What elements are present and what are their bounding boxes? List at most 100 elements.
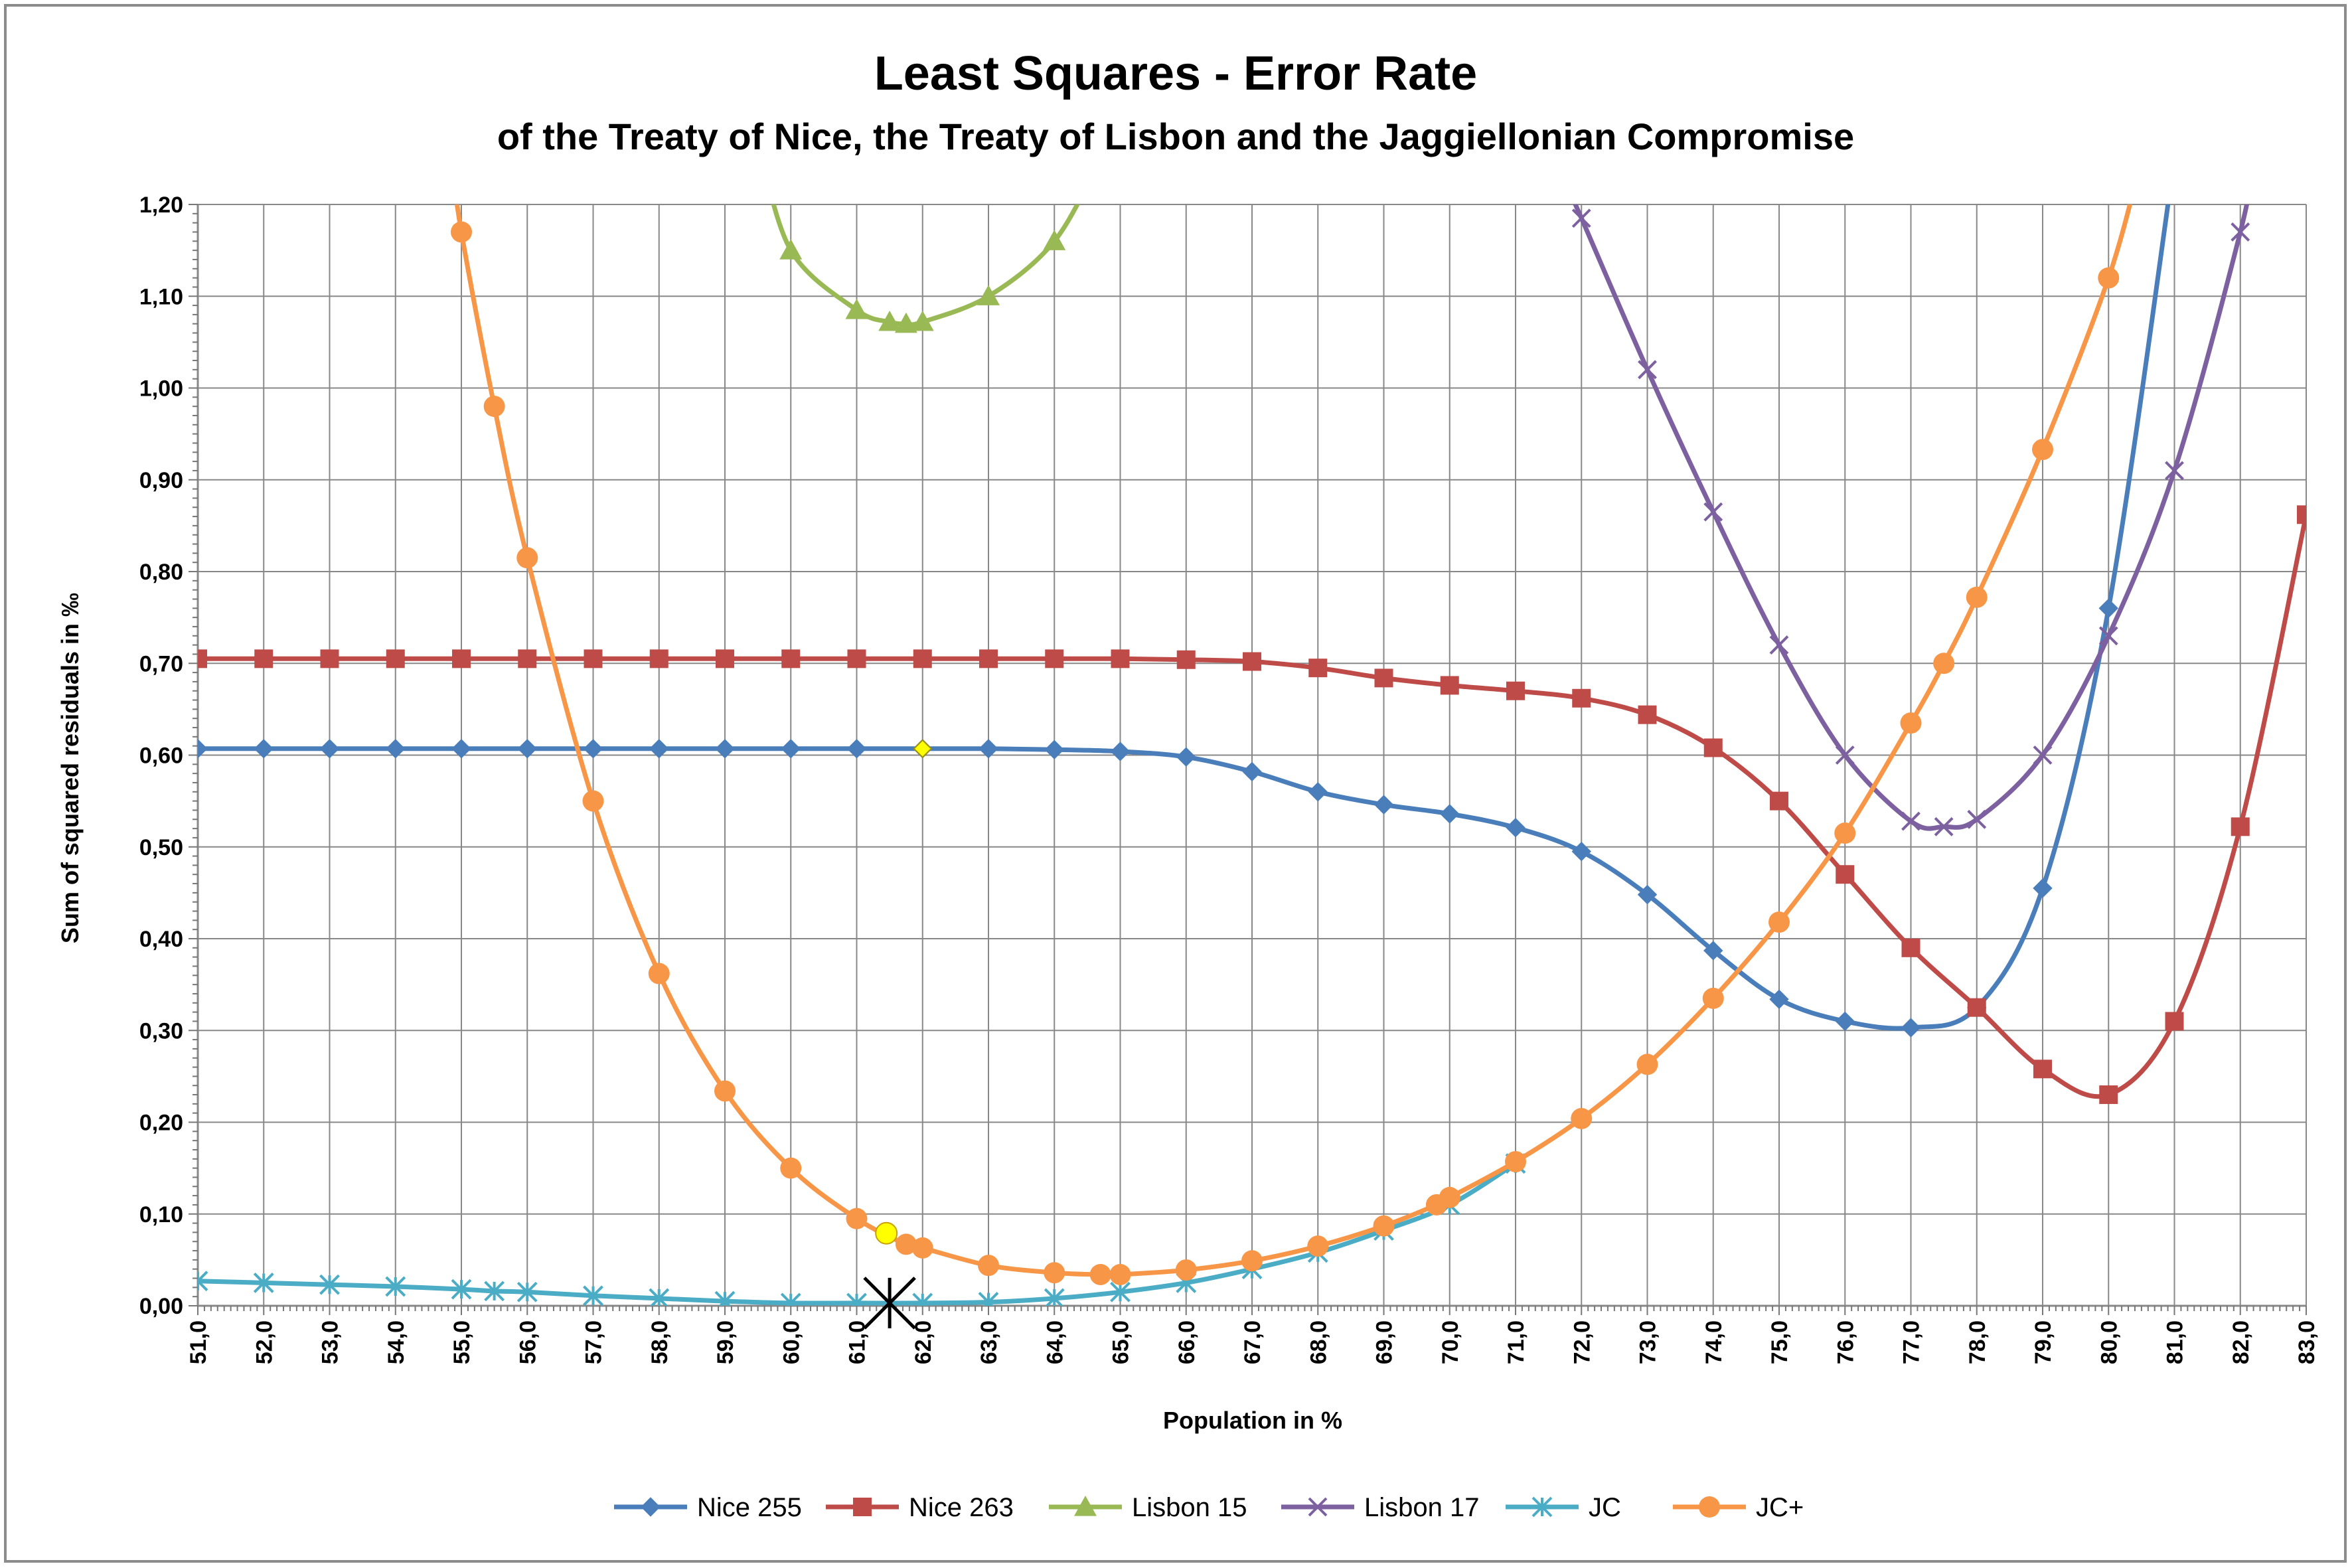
data-point-nice-255 bbox=[1637, 884, 1658, 905]
data-point-nice-263 bbox=[1836, 865, 1855, 884]
legend-marker-lisbon-17 bbox=[1308, 1497, 1328, 1517]
data-point-nice-263 bbox=[1111, 649, 1130, 668]
data-point-jc bbox=[649, 1288, 670, 1306]
x-tick-label: 82,0 bbox=[2229, 1320, 2254, 1364]
y-tick-label: 0,50 bbox=[139, 835, 183, 860]
x-tick-label: 56,0 bbox=[515, 1320, 540, 1364]
y-tick-label: 1,20 bbox=[139, 193, 183, 218]
x-tick-label: 78,0 bbox=[1965, 1320, 1990, 1364]
data-point-jc bbox=[1768, 911, 1790, 933]
series-lisbon-15 bbox=[771, 204, 1080, 333]
data-point-nice-255 bbox=[1769, 989, 1789, 1009]
data-point-lisbon-15 bbox=[911, 310, 934, 331]
data-point-lisbon-17 bbox=[1769, 635, 1789, 655]
data-point-lisbon-17 bbox=[1901, 811, 1921, 831]
data-point-nice-263 bbox=[847, 649, 866, 668]
data-point-nice-263 bbox=[649, 649, 668, 668]
data-point-nice-263 bbox=[2165, 1012, 2184, 1031]
x-tick-label: 51,0 bbox=[186, 1320, 211, 1364]
data-point-lisbon-15 bbox=[1043, 230, 1066, 250]
data-point-jc bbox=[1505, 1150, 1526, 1172]
data-point-nice-263 bbox=[452, 649, 471, 668]
data-point-jc bbox=[1966, 586, 1988, 608]
legend-item-nice-263: Nice 263 bbox=[826, 1493, 1014, 1522]
legend: Nice 255 Nice 263 Lisbon 15 Lisbon 17 JC JC+ bbox=[614, 1493, 1804, 1522]
series-jc bbox=[451, 204, 2133, 1285]
highlight-circle-marker bbox=[875, 1221, 898, 1245]
data-point-nice-255 bbox=[1703, 941, 1723, 961]
data-point-jc bbox=[451, 1279, 472, 1300]
data-point-nice-263 bbox=[386, 649, 405, 668]
x-tick-label: 80,0 bbox=[2096, 1320, 2122, 1364]
data-point-nice-255 bbox=[386, 739, 406, 759]
x-tick-label: 64,0 bbox=[1042, 1320, 1067, 1364]
x-tick-label: 76,0 bbox=[1833, 1320, 1858, 1364]
x-tick-label: 75,0 bbox=[1767, 1320, 1792, 1364]
highlight-diamond-marker bbox=[913, 739, 933, 759]
series-jc bbox=[198, 1153, 1526, 1306]
data-point-jc bbox=[1110, 1281, 1131, 1302]
x-tick-label: 79,0 bbox=[2031, 1320, 2056, 1364]
x-tick-label: 73,0 bbox=[1636, 1320, 1661, 1364]
y-tick-label: 0,20 bbox=[139, 1111, 183, 1136]
data-point-nice-255 bbox=[846, 739, 867, 759]
x-tick-label: 83,0 bbox=[2294, 1320, 2319, 1364]
x-tick-label: 69,0 bbox=[1372, 1320, 1397, 1364]
x-tick-label: 74,0 bbox=[1701, 1320, 1727, 1364]
data-point-jc bbox=[516, 547, 538, 569]
y-axis-label: Sum of squared residuals in ‰ bbox=[56, 593, 84, 943]
x-tick-label: 65,0 bbox=[1109, 1320, 1134, 1364]
y-tick-label: 0,60 bbox=[139, 744, 183, 769]
data-point-jc bbox=[1439, 1186, 1460, 1208]
data-point-jc bbox=[253, 1273, 274, 1293]
legend-label-jc: JC+ bbox=[1756, 1493, 1804, 1522]
data-point-nice-263 bbox=[1572, 688, 1591, 708]
y-tick-label: 1,00 bbox=[139, 376, 183, 402]
data-point-nice-255 bbox=[1901, 1018, 1921, 1038]
legend-marker-nice-263 bbox=[853, 1498, 872, 1516]
data-point-jc bbox=[846, 1208, 868, 1229]
data-point-nice-263 bbox=[584, 649, 603, 668]
legend-item-jc: JC bbox=[1506, 1493, 1621, 1522]
y-tick-label: 0,00 bbox=[139, 1294, 183, 1319]
data-point-nice-263 bbox=[2297, 505, 2306, 524]
data-point-jc bbox=[583, 1285, 603, 1306]
data-point-nice-255 bbox=[517, 739, 537, 759]
data-point-nice-255 bbox=[1044, 740, 1064, 759]
legend-label-lisbon-17: Lisbon 17 bbox=[1364, 1493, 1479, 1522]
data-point-nice-255 bbox=[781, 739, 801, 759]
data-point-nice-263 bbox=[198, 649, 207, 668]
data-point-jc bbox=[451, 221, 472, 243]
data-point-jc bbox=[978, 1255, 999, 1277]
data-point-nice-263 bbox=[1440, 676, 1459, 695]
data-point-nice-263 bbox=[979, 649, 998, 668]
data-point-jc bbox=[1933, 653, 1955, 674]
data-point-jc bbox=[911, 1237, 933, 1259]
data-point-jc bbox=[1834, 823, 1856, 844]
x-tick-label: 77,0 bbox=[1899, 1320, 1924, 1364]
y-tick-label: 1,10 bbox=[139, 284, 183, 309]
x-tick-label: 67,0 bbox=[1240, 1320, 1265, 1364]
data-point-nice-263 bbox=[716, 649, 734, 668]
data-point-nice-255 bbox=[198, 739, 208, 759]
data-point-jc bbox=[714, 1080, 736, 1102]
data-point-lisbon-17 bbox=[1934, 817, 1954, 836]
legend-marker-jc bbox=[1699, 1496, 1720, 1518]
data-point-nice-263 bbox=[2033, 1059, 2052, 1079]
series-line-jc bbox=[454, 204, 2133, 1278]
data-point-nice-255 bbox=[583, 739, 603, 759]
data-point-nice-255 bbox=[451, 739, 471, 759]
data-point-jc bbox=[1636, 1054, 1658, 1075]
data-point-nice-255 bbox=[1308, 782, 1328, 802]
chart-frame bbox=[4, 4, 2347, 1563]
data-point-jc bbox=[714, 1291, 736, 1306]
y-tick-label: 0,10 bbox=[139, 1202, 183, 1227]
data-point-nice-255 bbox=[1110, 742, 1131, 761]
data-point-nice-263 bbox=[1703, 738, 1723, 757]
data-point-jc bbox=[895, 1233, 917, 1255]
gridlines bbox=[197, 204, 2307, 1306]
chart-title: Least Squares - Error Rate bbox=[874, 47, 1477, 100]
data-point-jc bbox=[1241, 1250, 1263, 1272]
data-point-jc bbox=[319, 1274, 340, 1295]
